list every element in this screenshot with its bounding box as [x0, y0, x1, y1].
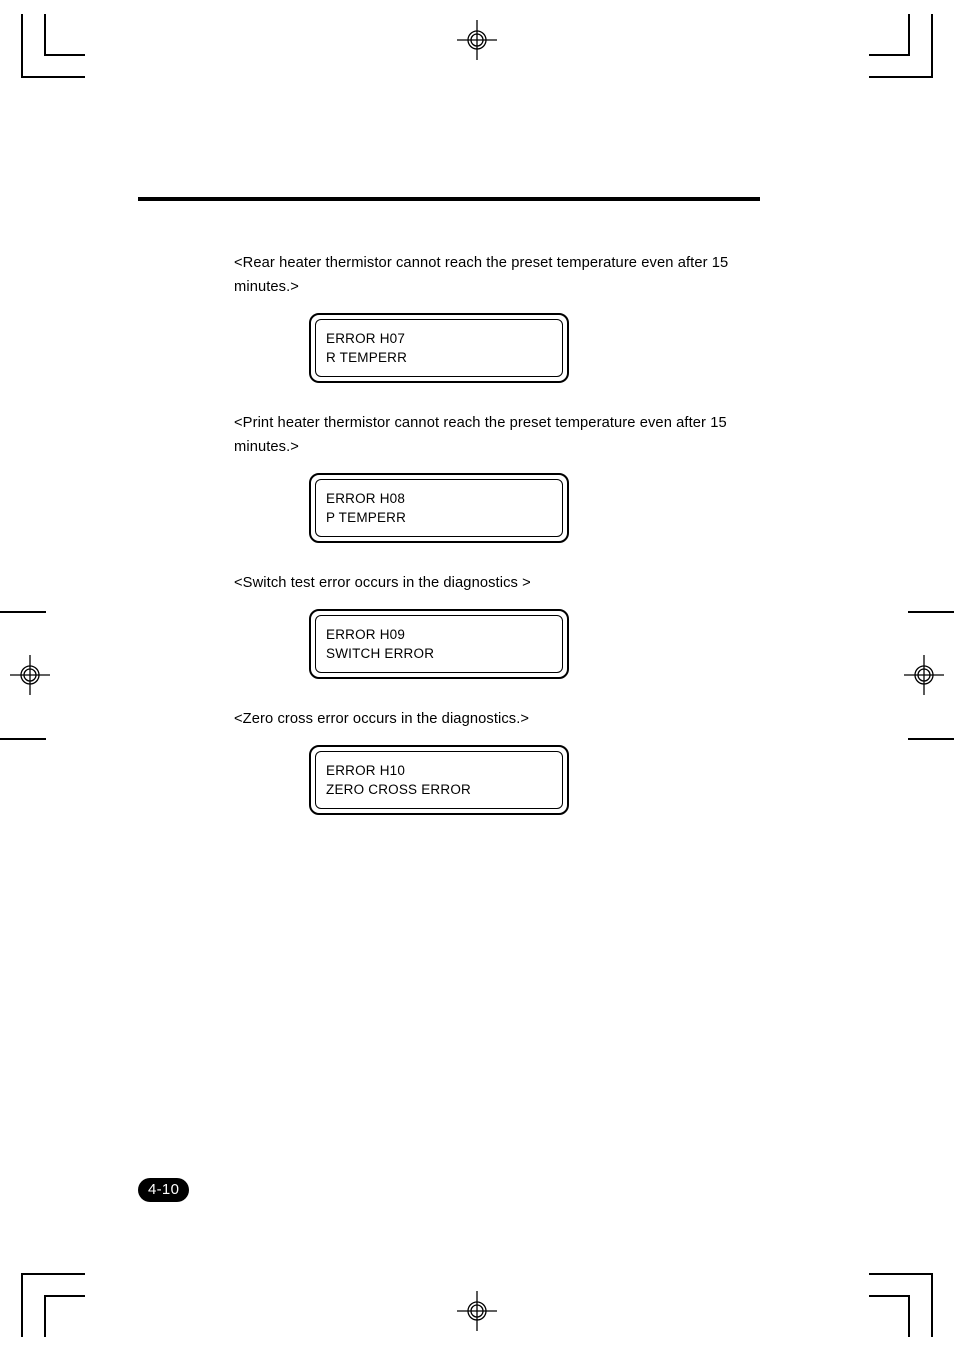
lcd-display-box: ERROR H08 P TEMPERR — [309, 473, 569, 543]
lcd-display-box: ERROR H07 R TEMPERR — [309, 313, 569, 383]
lcd-display-inner: ERROR H10 ZERO CROSS ERROR — [315, 751, 563, 809]
lcd-line-2: P TEMPERR — [326, 508, 552, 527]
lcd-line-1: ERROR H10 — [326, 761, 552, 780]
section-rule — [138, 197, 760, 201]
crop-mark — [908, 14, 910, 56]
crop-mark — [869, 54, 910, 56]
crop-mark — [44, 1295, 46, 1337]
crop-mark — [908, 738, 954, 740]
crop-mark — [931, 1273, 933, 1337]
crop-mark — [0, 738, 46, 740]
page-content: <Rear heater thermistor cannot reach the… — [234, 251, 759, 843]
lcd-line-1: ERROR H09 — [326, 625, 552, 644]
crop-mark — [44, 14, 46, 56]
crop-mark — [21, 1273, 23, 1337]
lcd-display-box: ERROR H10 ZERO CROSS ERROR — [309, 745, 569, 815]
lcd-display-inner: ERROR H08 P TEMPERR — [315, 479, 563, 537]
crop-mark — [908, 611, 954, 613]
error-description: <Zero cross error occurs in the diagnost… — [234, 707, 759, 731]
error-description: <Print heater thermistor cannot reach th… — [234, 411, 759, 459]
crop-mark — [0, 611, 46, 613]
lcd-display-inner: ERROR H09 SWITCH ERROR — [315, 615, 563, 673]
registration-mark-icon — [455, 1289, 499, 1333]
crop-mark — [44, 54, 85, 56]
registration-mark-icon — [902, 653, 946, 697]
registration-mark-icon — [8, 653, 52, 697]
lcd-display-box: ERROR H09 SWITCH ERROR — [309, 609, 569, 679]
error-description: <Switch test error occurs in the diagnos… — [234, 571, 759, 595]
lcd-line-1: ERROR H07 — [326, 329, 552, 348]
crop-mark — [869, 1295, 910, 1297]
registration-mark-icon — [455, 18, 499, 62]
crop-mark — [869, 76, 933, 78]
crop-mark — [908, 1295, 910, 1337]
crop-mark — [21, 1273, 85, 1275]
lcd-line-2: R TEMPERR — [326, 348, 552, 367]
error-description: <Rear heater thermistor cannot reach the… — [234, 251, 759, 299]
crop-mark — [21, 14, 23, 78]
lcd-line-2: SWITCH ERROR — [326, 644, 552, 663]
crop-mark — [869, 1273, 933, 1275]
lcd-line-2: ZERO CROSS ERROR — [326, 780, 552, 799]
lcd-line-1: ERROR H08 — [326, 489, 552, 508]
page-number-badge: 4-10 — [138, 1178, 189, 1202]
crop-mark — [21, 76, 85, 78]
lcd-display-inner: ERROR H07 R TEMPERR — [315, 319, 563, 377]
crop-mark — [931, 14, 933, 78]
crop-mark — [44, 1295, 85, 1297]
